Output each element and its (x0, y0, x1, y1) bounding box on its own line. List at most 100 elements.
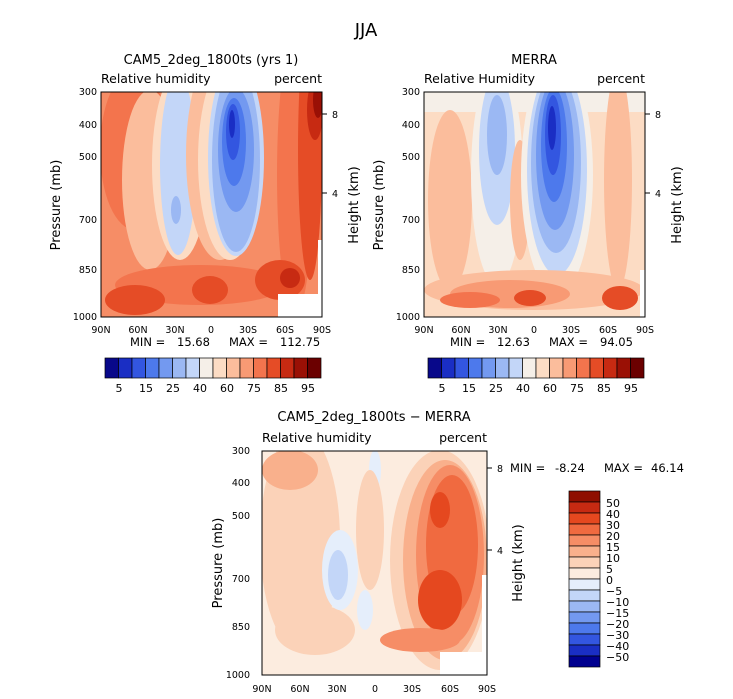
y-tick: 500 (402, 152, 420, 163)
y-tick: 850 (79, 265, 97, 276)
y-tick: 400 (79, 120, 97, 131)
colorbar-label: 85 (597, 382, 611, 395)
cam5-max-label: MAX = (229, 335, 268, 349)
colorbar-box (427, 357, 442, 379)
colorbar-box (293, 357, 308, 379)
diff-y-axis: 300 400 500 700 850 1000 Pressure (mb) (211, 446, 250, 681)
colorbar-box (568, 600, 601, 613)
colorbar-label: −30 (606, 629, 629, 642)
merra-stats: MIN = 12.63 MAX = 94.05 (450, 335, 633, 349)
y-tick: 700 (232, 574, 250, 585)
colorbar-box (266, 357, 281, 379)
colorbar-label: 40 (193, 382, 207, 395)
colorbar-box (441, 357, 456, 379)
colorbar-label: 95 (301, 382, 315, 395)
x-tick: 30S (239, 325, 257, 336)
diff-x-axis: 90N 60N 30N 0 30S 60S 90S (252, 684, 496, 695)
x-tick: 0 (208, 325, 214, 336)
colorbar-box (535, 357, 550, 379)
x-tick: 60S (276, 325, 294, 336)
x-tick: 0 (531, 325, 537, 336)
x-tick: 30N (165, 325, 184, 336)
cam5-title: CAM5_2deg_1800ts (yrs 1) (124, 53, 299, 68)
colorbar-label: 75 (570, 382, 584, 395)
colorbar-box (468, 357, 483, 379)
colorbar-label: 30 (606, 519, 620, 532)
merra-y2-axis: 8 4 Height (km) (645, 110, 685, 244)
diff-contour-field (262, 451, 487, 675)
merra-min-value: 12.63 (497, 335, 530, 349)
colorbar-label: 15 (462, 382, 476, 395)
x-tick: 90S (313, 325, 331, 336)
colorbar-label: 10 (606, 552, 620, 565)
merra-colorbar-boxes (427, 357, 645, 379)
figure-title: JJA (354, 20, 378, 41)
x-tick: 30S (562, 325, 580, 336)
colorbar-box (226, 357, 241, 379)
diff-colorbar: 50 40 30 20 15 10 5 0 −5 −10 −15 −20 −30… (568, 490, 629, 668)
cam5-colorbar: 5 15 25 40 60 75 85 95 (104, 357, 322, 395)
merra-right-label: percent (597, 71, 645, 86)
colorbar-box (481, 357, 496, 379)
colorbar-label: −50 (606, 651, 629, 664)
cam5-min-value: 15.68 (177, 335, 210, 349)
colorbar-label: −20 (606, 618, 629, 631)
y2-tick: 8 (497, 464, 503, 475)
cam5-max-value: 112.75 (280, 335, 320, 349)
colorbar-box (239, 357, 254, 379)
cam5-ylabel: Pressure (mb) (49, 160, 64, 251)
colorbar-box (568, 545, 601, 558)
panel-merra: MERRA Relative Humidity percent (372, 53, 685, 395)
x-tick: 90N (414, 325, 433, 336)
colorbar-box (280, 357, 295, 379)
merra-min-label: MIN = (450, 335, 485, 349)
x-tick: 60S (599, 325, 617, 336)
y-tick: 400 (402, 120, 420, 131)
colorbar-label: 5 (439, 382, 446, 395)
diff-right-label: percent (439, 430, 487, 445)
panel-diff: CAM5_2deg_1800ts − MERRA Relative humidi… (211, 410, 684, 695)
y2-tick: 4 (332, 189, 338, 200)
merra-y-axis: 300 400 500 700 850 1000 Pressure (mb) (372, 87, 420, 323)
diff-colorbar-boxes (568, 490, 601, 668)
colorbar-box (495, 357, 510, 379)
cam5-min-label: MIN = (130, 335, 165, 349)
x-tick: 90S (478, 684, 496, 695)
x-tick: 60S (441, 684, 459, 695)
merra-colorbar: 5 15 25 40 60 75 85 95 (427, 357, 645, 395)
y-tick: 1000 (73, 312, 97, 323)
y2-tick: 4 (497, 546, 503, 557)
colorbar-label: 20 (606, 530, 620, 543)
colorbar-label: 60 (543, 382, 557, 395)
colorbar-box (568, 655, 601, 668)
x-tick: 30N (488, 325, 507, 336)
cam5-x-axis: 90N 60N 30N 0 30S 60S 90S (91, 325, 331, 336)
x-tick: 30N (327, 684, 346, 695)
colorbar-label: −15 (606, 607, 629, 620)
colorbar-box (568, 644, 601, 657)
diff-ylabel: Pressure (mb) (211, 518, 226, 609)
colorbar-box (508, 357, 523, 379)
colorbar-label: 15 (139, 382, 153, 395)
colorbar-box (568, 567, 601, 580)
x-tick: 60N (128, 325, 147, 336)
colorbar-box (568, 501, 601, 514)
x-tick: 60N (290, 684, 309, 695)
cam5-y-axis: 300 400 500 700 850 1000 Pressure (mb) (49, 87, 97, 323)
colorbar-box (253, 357, 268, 379)
y2-tick: 4 (655, 189, 661, 200)
colorbar-box (212, 357, 227, 379)
colorbar-box (630, 357, 645, 379)
colorbar-box (307, 357, 322, 379)
y-tick: 700 (79, 215, 97, 226)
x-tick: 90N (252, 684, 271, 695)
cam5-y2-axis: 8 4 Height (km) (322, 110, 362, 244)
diff-max-value: 46.14 (651, 461, 684, 475)
cam5-y2label: Height (km) (347, 166, 362, 243)
y2-tick: 8 (332, 110, 338, 121)
colorbar-box (589, 357, 604, 379)
colorbar-box (576, 357, 591, 379)
colorbar-label: 50 (606, 497, 620, 510)
cam5-left-label: Relative humidity (101, 71, 211, 86)
